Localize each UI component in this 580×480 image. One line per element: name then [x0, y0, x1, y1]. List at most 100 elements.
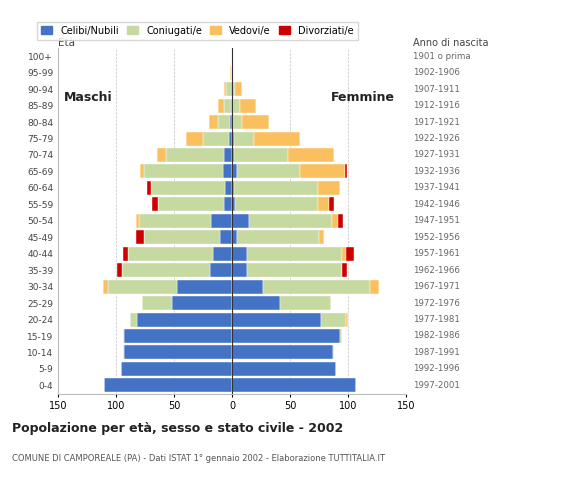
Bar: [151, 181, 225, 195]
Bar: [142, 296, 172, 310]
Bar: [122, 263, 210, 277]
Bar: [232, 165, 237, 179]
Bar: [319, 230, 324, 244]
Bar: [342, 263, 347, 277]
Bar: [237, 165, 300, 179]
Bar: [224, 197, 232, 211]
Bar: [172, 296, 232, 310]
Bar: [123, 247, 128, 261]
Bar: [224, 82, 226, 96]
Text: 1962-1966: 1962-1966: [413, 265, 460, 275]
Bar: [232, 98, 233, 113]
Bar: [152, 197, 158, 211]
Bar: [123, 329, 124, 343]
Bar: [224, 98, 231, 113]
Bar: [370, 280, 379, 294]
Bar: [137, 312, 232, 326]
Text: 1982-1986: 1982-1986: [413, 332, 460, 340]
Bar: [230, 115, 232, 129]
Bar: [240, 98, 256, 113]
Bar: [144, 165, 223, 179]
Bar: [218, 115, 230, 129]
Text: 1967-1971: 1967-1971: [413, 282, 460, 291]
Bar: [249, 214, 332, 228]
Bar: [234, 181, 318, 195]
Bar: [103, 280, 108, 294]
Bar: [232, 214, 249, 228]
Bar: [234, 148, 288, 162]
Bar: [136, 230, 144, 244]
Bar: [157, 148, 166, 162]
Bar: [247, 263, 342, 277]
Bar: [223, 165, 232, 179]
Bar: [121, 362, 232, 376]
Text: 1972-1976: 1972-1976: [413, 299, 460, 308]
Text: 1932-1936: 1932-1936: [413, 167, 460, 176]
Bar: [342, 247, 346, 261]
Bar: [338, 214, 343, 228]
Bar: [346, 312, 348, 326]
Bar: [232, 378, 356, 392]
Bar: [220, 230, 232, 244]
Text: 1907-1911: 1907-1911: [413, 84, 460, 94]
Bar: [318, 197, 329, 211]
Bar: [210, 263, 232, 277]
Text: 1937-1941: 1937-1941: [413, 183, 460, 192]
Text: Anno di nascita: Anno di nascita: [413, 38, 488, 48]
Bar: [263, 280, 370, 294]
Bar: [280, 296, 331, 310]
Bar: [226, 82, 231, 96]
Bar: [130, 312, 137, 326]
Bar: [288, 148, 334, 162]
Bar: [318, 181, 340, 195]
Bar: [233, 82, 235, 96]
Bar: [232, 247, 247, 261]
Bar: [332, 214, 338, 228]
Bar: [321, 312, 346, 326]
Bar: [224, 148, 232, 162]
Bar: [346, 247, 354, 261]
Text: 1901 o prima: 1901 o prima: [413, 52, 470, 61]
Bar: [166, 148, 224, 162]
Bar: [232, 346, 333, 360]
Text: 1902-1906: 1902-1906: [413, 68, 460, 77]
Bar: [139, 214, 211, 228]
Bar: [186, 132, 203, 145]
Bar: [232, 115, 233, 129]
Bar: [108, 280, 177, 294]
Bar: [232, 132, 234, 145]
Bar: [231, 98, 232, 113]
Bar: [340, 329, 342, 343]
Bar: [136, 214, 139, 228]
Bar: [124, 346, 232, 360]
Bar: [123, 346, 124, 360]
Bar: [147, 181, 151, 195]
Text: 1947-1951: 1947-1951: [413, 216, 460, 225]
Bar: [247, 247, 342, 261]
Text: 1922-1926: 1922-1926: [413, 134, 460, 143]
Text: 1957-1961: 1957-1961: [413, 249, 460, 258]
Bar: [232, 148, 234, 162]
Bar: [213, 247, 232, 261]
Text: 1997-2001: 1997-2001: [413, 381, 460, 390]
Bar: [232, 312, 321, 326]
Text: Età: Età: [58, 38, 75, 48]
Bar: [232, 197, 235, 211]
Bar: [232, 280, 263, 294]
Text: 1917-1921: 1917-1921: [413, 118, 460, 127]
Bar: [209, 115, 218, 129]
Bar: [232, 66, 233, 80]
Bar: [232, 181, 234, 195]
Bar: [230, 66, 231, 80]
Bar: [104, 378, 232, 392]
Text: Maschi: Maschi: [64, 91, 113, 104]
Bar: [345, 165, 347, 179]
Bar: [232, 329, 340, 343]
Bar: [254, 132, 300, 145]
Text: 1942-1946: 1942-1946: [413, 200, 460, 209]
Bar: [235, 82, 242, 96]
Bar: [232, 82, 233, 96]
Text: 1977-1981: 1977-1981: [413, 315, 460, 324]
Bar: [140, 165, 144, 179]
Bar: [233, 98, 240, 113]
